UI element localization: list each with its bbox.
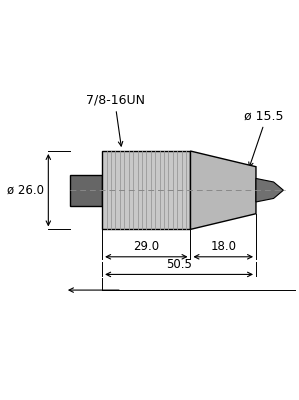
Text: ø 15.5: ø 15.5 (244, 110, 283, 123)
Bar (70, 174, 102, 206)
Text: 50.5: 50.5 (166, 258, 192, 270)
Bar (102, 151, 190, 229)
Text: 7/8-16UN: 7/8-16UN (86, 94, 145, 107)
Text: 29.0: 29.0 (133, 240, 159, 253)
Text: 18.0: 18.0 (210, 240, 236, 253)
Polygon shape (190, 151, 256, 229)
Polygon shape (256, 178, 283, 202)
Text: ø 26.0: ø 26.0 (7, 184, 45, 197)
